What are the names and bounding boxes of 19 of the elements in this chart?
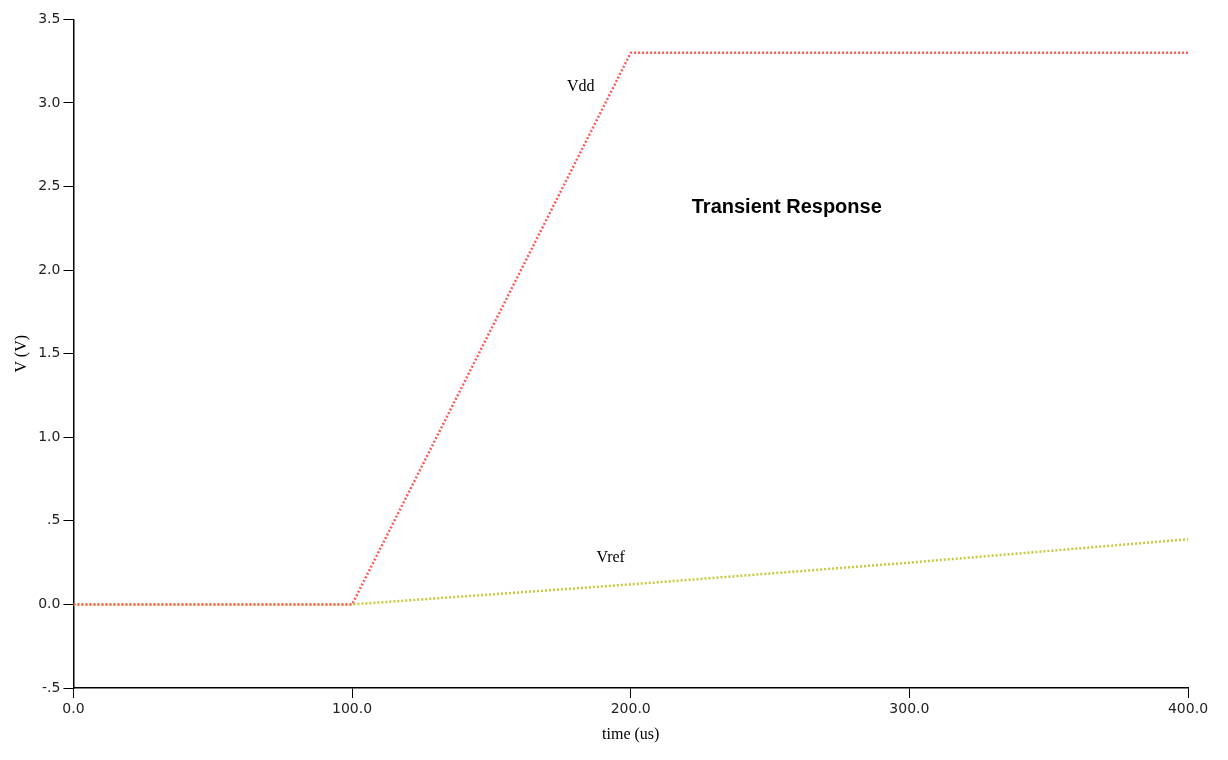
y-tick-label: .5 — [47, 511, 61, 528]
x-tick-label: 100.0 — [332, 700, 373, 717]
y-tick-label: -.5 — [42, 678, 61, 695]
x-axis-title: time (us) — [602, 724, 660, 743]
text: Transient Response — [691, 195, 882, 218]
x-tick-label: 300.0 — [889, 700, 930, 717]
y-tick-label: 1.5 — [38, 344, 61, 361]
y-axis-title: V (V) — [11, 334, 30, 373]
series-label: Vref — [596, 548, 626, 566]
x-tick-label: 0.0 — [62, 700, 85, 717]
y-tick-label: 2.0 — [38, 260, 61, 277]
y-tick-label: 3.5 — [38, 10, 61, 27]
x-tick-label: 200.0 — [610, 700, 651, 717]
y-tick-label: 1.0 — [38, 427, 61, 444]
y-tick-label: 0.0 — [38, 595, 61, 612]
y-tick-label: 2.5 — [38, 177, 61, 194]
y-tick-label: 3.0 — [38, 93, 61, 110]
series-label: Vdd — [566, 76, 595, 94]
x-tick-label: 400.0 — [1167, 700, 1209, 717]
